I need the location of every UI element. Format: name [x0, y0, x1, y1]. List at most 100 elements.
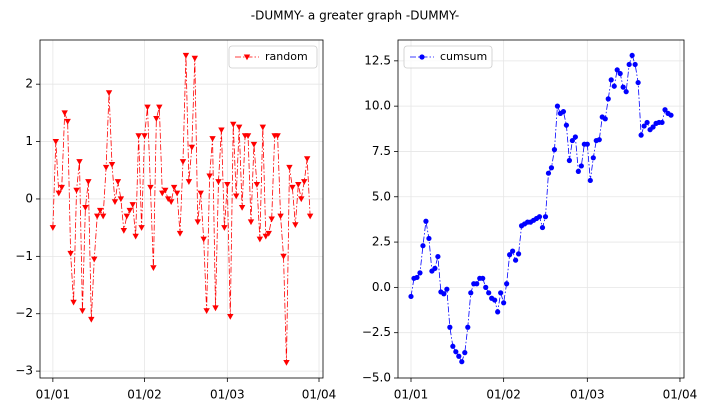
- marker: [179, 159, 187, 165]
- marker: [94, 213, 101, 220]
- marker: [150, 265, 157, 272]
- marker: [498, 290, 504, 296]
- marker: [176, 230, 184, 237]
- x-tick-label: 01/03: [210, 388, 245, 402]
- marker: [159, 190, 166, 197]
- marker: [67, 250, 74, 257]
- x-tick-label: 01/01: [36, 388, 71, 402]
- legend: cumsum: [403, 45, 493, 69]
- marker: [185, 179, 193, 185]
- marker: [468, 290, 474, 296]
- marker: [156, 104, 163, 111]
- marker: [126, 207, 133, 214]
- marker: [292, 222, 299, 228]
- marker: [623, 89, 629, 95]
- marker: [548, 165, 555, 171]
- axes-frame: [397, 39, 685, 379]
- y-tick-label: 0.0: [372, 280, 391, 294]
- marker: [602, 116, 608, 122]
- marker: [114, 179, 122, 185]
- y-tick-label: 12.5: [364, 53, 391, 67]
- marker: [459, 359, 465, 365]
- marker: [191, 55, 199, 62]
- marker: [123, 213, 130, 220]
- marker: [268, 216, 275, 223]
- marker: [539, 224, 546, 231]
- marker: [52, 139, 60, 145]
- marker: [277, 213, 284, 220]
- marker: [644, 119, 650, 126]
- marker: [650, 124, 656, 130]
- marker: [629, 52, 635, 59]
- marker: [215, 179, 222, 185]
- marker: [608, 77, 614, 83]
- y-tick-label: 5.0: [372, 189, 391, 203]
- marker: [575, 168, 581, 174]
- marker: [420, 243, 426, 249]
- marker: [423, 218, 429, 224]
- marker: [515, 251, 522, 257]
- x-tick-label: 01/03: [570, 388, 605, 402]
- marker: [501, 300, 507, 306]
- marker: [465, 324, 471, 330]
- marker: [170, 184, 178, 191]
- marker: [303, 156, 311, 162]
- marker: [132, 233, 139, 240]
- marker: [274, 133, 281, 140]
- marker: [563, 122, 570, 128]
- marker: [224, 182, 231, 188]
- marker: [247, 219, 255, 226]
- y-tick-label: 0: [25, 191, 33, 205]
- marker: [626, 61, 632, 68]
- marker: [587, 177, 593, 184]
- x-tick-label: 01/01: [394, 388, 429, 402]
- marker: [218, 127, 225, 134]
- marker: [414, 274, 420, 281]
- marker: [209, 136, 216, 142]
- marker: [641, 123, 647, 129]
- marker: [102, 164, 110, 171]
- legend-text: random: [265, 50, 308, 63]
- marker: [55, 190, 62, 197]
- marker: [298, 196, 305, 203]
- marker: [212, 305, 219, 312]
- marker: [79, 308, 86, 315]
- marker: [486, 290, 492, 296]
- y-tick-label: −5.0: [362, 371, 391, 385]
- marker: [141, 133, 148, 140]
- marker: [545, 170, 552, 176]
- marker: [456, 353, 462, 359]
- marker: [238, 205, 246, 211]
- marker: [70, 299, 77, 306]
- x-tick-label: 01/02: [486, 388, 521, 402]
- marker: [542, 214, 549, 220]
- y-tick-label: 2: [25, 77, 33, 91]
- marker: [230, 121, 237, 128]
- marker: [120, 227, 128, 234]
- marker: [450, 343, 456, 349]
- marker: [253, 182, 261, 188]
- marker: [474, 281, 480, 287]
- marker: [635, 79, 641, 86]
- marker: [117, 196, 125, 203]
- marker: [536, 214, 543, 220]
- marker: [632, 61, 638, 68]
- marker: [453, 349, 459, 355]
- marker: [512, 257, 519, 263]
- marker: [91, 256, 98, 263]
- marker: [64, 118, 71, 125]
- marker: [265, 230, 272, 237]
- marker: [426, 235, 432, 242]
- y-tick-label: −2.5: [362, 325, 391, 339]
- marker: [85, 179, 92, 185]
- marker: [233, 193, 240, 200]
- marker: [197, 190, 204, 197]
- marker: [162, 187, 169, 194]
- marker: [135, 133, 142, 140]
- marker: [111, 199, 119, 206]
- marker: [435, 253, 441, 260]
- y-tick-label: 2.5: [372, 235, 391, 249]
- marker: [167, 199, 175, 206]
- legend-text: cumsum: [440, 50, 487, 63]
